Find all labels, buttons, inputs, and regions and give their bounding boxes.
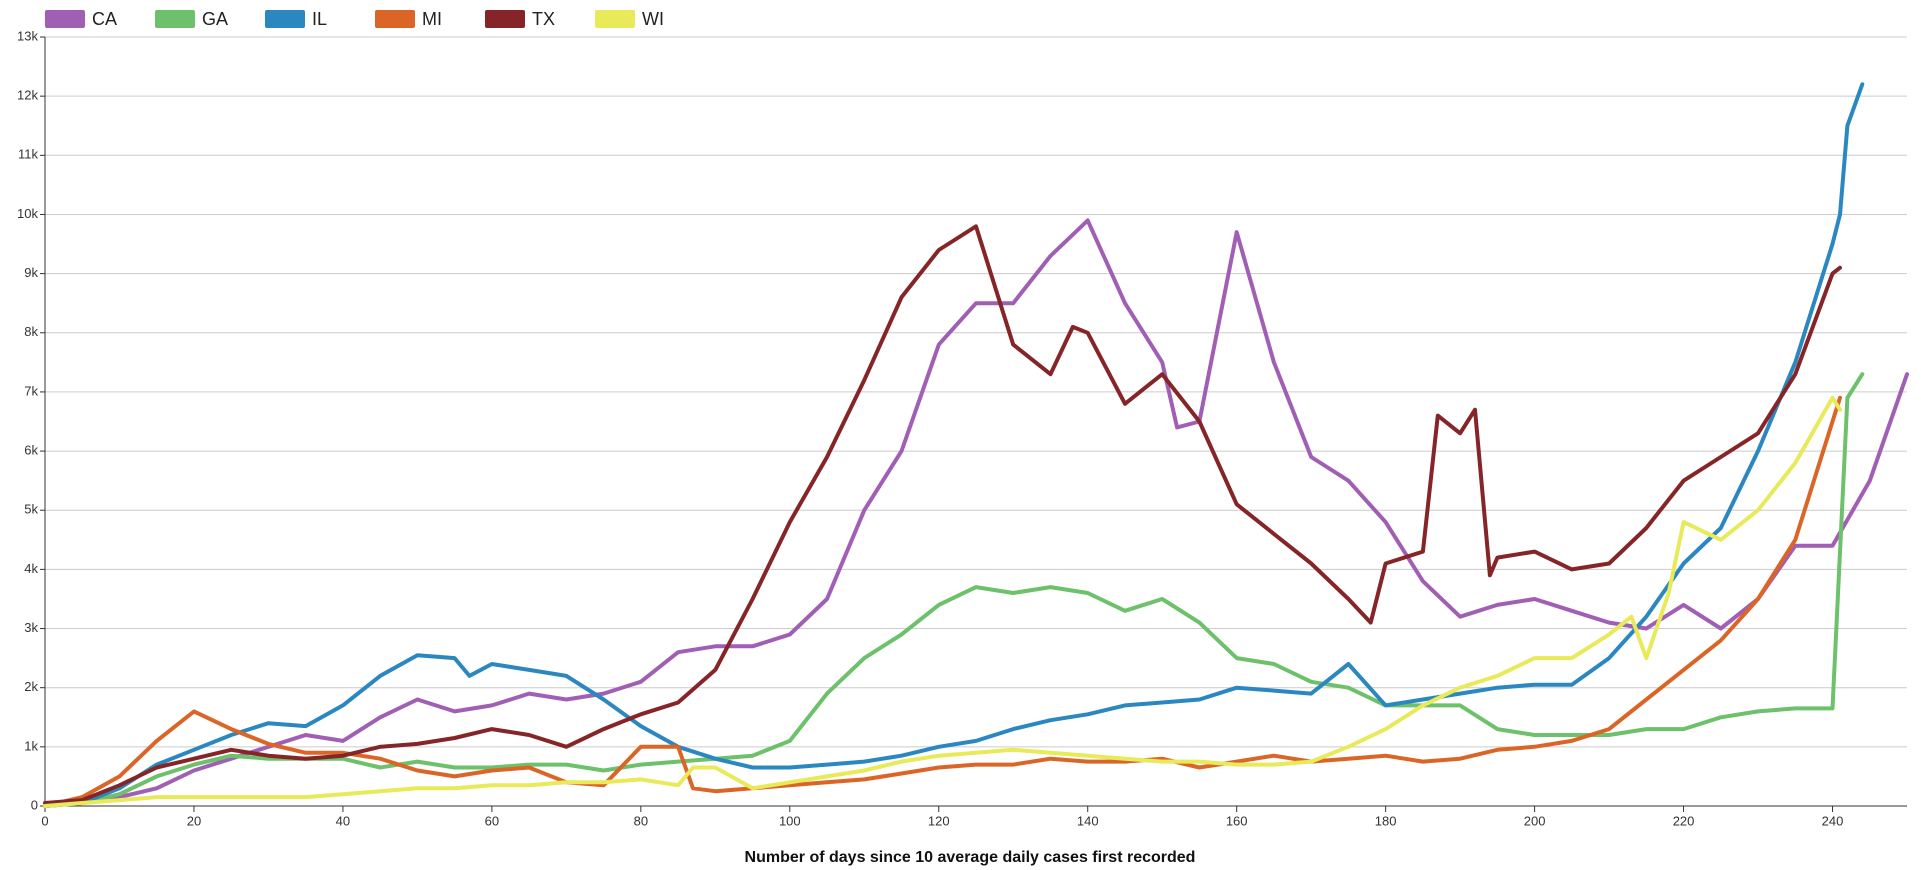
x-tick-label: 60 <box>485 813 499 828</box>
series-line <box>43 218 1909 808</box>
legend-swatch <box>45 10 85 28</box>
y-tick-label: 5k <box>24 502 38 517</box>
legend-swatch <box>375 10 415 28</box>
y-tick-label: 8k <box>24 324 38 339</box>
y-tick-label: 6k <box>24 443 38 458</box>
y-tick-label: 1k <box>24 738 38 753</box>
y-tick-label: 3k <box>24 620 38 635</box>
legend-label: TX <box>532 9 555 29</box>
x-tick-label: 120 <box>928 813 950 828</box>
x-tick-label: 220 <box>1673 813 1695 828</box>
legend-swatch <box>155 10 195 28</box>
x-tick-label: 200 <box>1524 813 1546 828</box>
x-tick-label: 40 <box>336 813 350 828</box>
legend-swatch <box>265 10 305 28</box>
series-line <box>43 395 1842 808</box>
legend-label: MI <box>422 9 442 29</box>
y-tick-label: 13k <box>17 28 38 43</box>
y-tick-label: 10k <box>17 206 38 221</box>
x-tick-label: 100 <box>779 813 801 828</box>
y-tick-label: 7k <box>24 383 38 398</box>
x-axis-label: Number of days since 10 average daily ca… <box>745 849 1196 866</box>
legend-label: WI <box>642 9 664 29</box>
legend: CA GA IL MI TX WI <box>45 9 664 29</box>
y-tick-label: 0 <box>31 797 38 812</box>
x-tick-label: 20 <box>187 813 201 828</box>
legend-label: CA <box>92 9 117 29</box>
y-tick-label: 4k <box>24 561 38 576</box>
x-tick-label: 140 <box>1077 813 1099 828</box>
y-tick-label: 2k <box>24 679 38 694</box>
x-tick-label: 0 <box>41 813 48 828</box>
x-tick-label: 80 <box>634 813 648 828</box>
legend-swatch <box>485 10 525 28</box>
series-line <box>43 224 1842 805</box>
series-line <box>43 82 1865 808</box>
x-tick-label: 160 <box>1226 813 1248 828</box>
legend-label: GA <box>202 9 228 29</box>
y-tick-label: 9k <box>24 265 38 280</box>
legend-label: IL <box>312 9 327 29</box>
y-tick-label: 12k <box>17 88 38 103</box>
series-line <box>43 372 1865 808</box>
x-tick-label: 180 <box>1375 813 1397 828</box>
y-tick-label: 11k <box>18 147 38 162</box>
x-tick-label: 240 <box>1822 813 1844 828</box>
legend-swatch <box>595 10 635 28</box>
